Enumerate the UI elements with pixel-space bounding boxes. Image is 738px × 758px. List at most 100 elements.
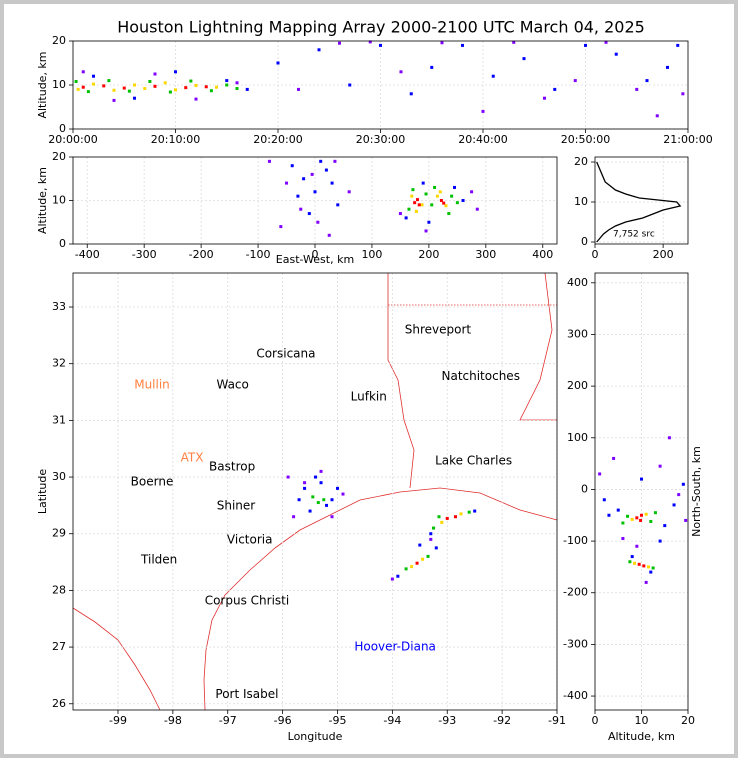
x-tick-label: -97 <box>219 714 237 727</box>
source-point <box>553 87 557 91</box>
x-tick-label: -93 <box>438 714 456 727</box>
source-point <box>616 508 620 512</box>
y-tick-label: 30 <box>52 470 66 483</box>
source-point <box>112 88 116 92</box>
source-point <box>348 83 352 87</box>
source-point <box>322 498 326 502</box>
source-point <box>311 495 315 499</box>
source-point <box>640 513 643 517</box>
source-point <box>433 185 437 189</box>
y-tick-label: 32 <box>52 357 66 370</box>
source-point <box>672 503 676 507</box>
source-point <box>324 168 328 172</box>
source-point <box>424 192 428 196</box>
city-label: Shiner <box>217 498 256 512</box>
y-tick-label: 0 <box>581 235 588 248</box>
source-point <box>194 97 198 101</box>
source-point <box>420 203 424 207</box>
x-tick-label: 20:40:00 <box>458 133 507 146</box>
source-point <box>450 194 454 198</box>
tx-la-border <box>387 273 415 489</box>
y-tick-label: -400 <box>563 689 588 702</box>
source-point <box>316 501 320 505</box>
source-point <box>461 199 465 202</box>
source-point <box>92 74 95 78</box>
source-point <box>655 114 659 118</box>
city-label: Hoover-Diana <box>354 640 436 654</box>
source-point <box>481 109 485 113</box>
source-point <box>163 81 167 85</box>
source-point <box>81 70 85 74</box>
x-tick-label: 100 <box>361 248 382 261</box>
source-point <box>174 70 177 74</box>
source-point <box>491 74 495 78</box>
source-point <box>417 203 421 207</box>
source-point <box>336 203 340 207</box>
source-point <box>445 516 449 520</box>
source-point <box>621 537 625 541</box>
source-point <box>319 159 323 163</box>
source-point <box>194 83 198 87</box>
source-point <box>442 201 446 205</box>
source-point <box>153 84 157 88</box>
altitude-histogram <box>596 161 682 243</box>
x-axis-label: Longitude <box>288 730 343 743</box>
source-point <box>209 89 213 93</box>
source-point <box>285 181 289 185</box>
source-point <box>470 190 474 194</box>
source-point <box>235 81 239 85</box>
source-point <box>276 61 280 65</box>
source-point <box>133 83 136 87</box>
source-point <box>153 72 157 76</box>
source-point <box>473 509 477 513</box>
source-point <box>637 562 641 566</box>
source-point <box>415 198 419 202</box>
source-point <box>663 524 667 528</box>
source-point <box>112 98 116 102</box>
x-tick-label: -98 <box>164 714 182 727</box>
source-point <box>426 554 430 558</box>
source-point <box>184 86 188 90</box>
y-axis-label: Altitude, km <box>36 167 49 234</box>
mississippi <box>519 272 557 421</box>
source-point <box>437 515 441 519</box>
source-point <box>649 570 653 574</box>
x-tick-label: 0 <box>592 714 599 727</box>
source-point <box>649 519 653 523</box>
y-tick-label: 10 <box>52 78 66 91</box>
source-point <box>602 498 606 502</box>
source-point <box>413 201 417 205</box>
source-point <box>684 518 688 522</box>
x-tick-label: 21:00:00 <box>663 133 712 146</box>
source-point <box>303 481 307 485</box>
y-tick-label: 33 <box>52 300 66 313</box>
source-point <box>612 456 616 460</box>
source-point <box>418 543 422 547</box>
source-point <box>379 43 382 47</box>
city-label: ATX <box>181 450 204 464</box>
city-label: Mullin <box>134 378 170 392</box>
source-point <box>333 159 337 163</box>
source-point <box>319 481 323 485</box>
source-point <box>74 79 78 83</box>
source-point <box>439 199 443 202</box>
plot-frame <box>72 272 558 711</box>
source-point <box>614 52 618 56</box>
source-point <box>297 87 300 91</box>
source-point <box>302 177 306 181</box>
source-point <box>635 516 639 520</box>
source-point <box>133 96 136 100</box>
x-tick-label: -400 <box>75 248 100 261</box>
source-point <box>607 513 611 517</box>
plot-frame <box>72 156 558 245</box>
source-point <box>633 561 637 565</box>
y-tick-label: 27 <box>52 640 66 653</box>
y-tick-label: 20 <box>574 155 588 168</box>
source-point <box>347 190 351 194</box>
source-point <box>327 233 331 237</box>
source-point <box>415 561 419 565</box>
x-tick-label: -300 <box>132 248 157 261</box>
y-tick-label: 20 <box>52 34 66 47</box>
source-point <box>584 43 587 47</box>
source-point <box>143 87 147 91</box>
